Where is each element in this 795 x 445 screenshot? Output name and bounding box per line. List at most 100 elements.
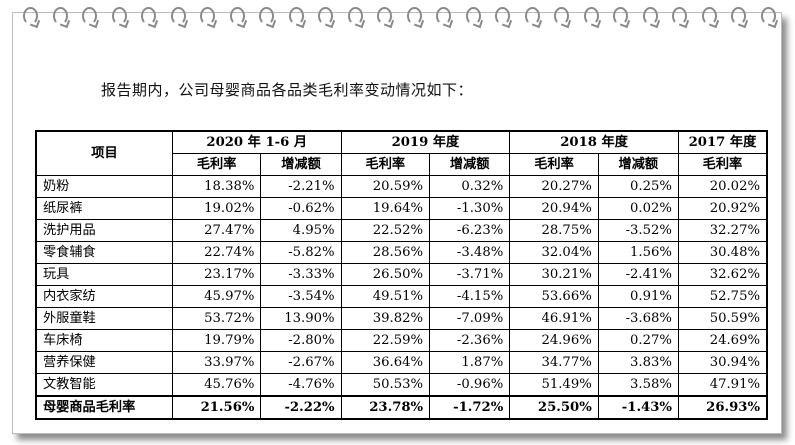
value-cell: 0.25% — [597, 175, 679, 198]
value-cell: 30.21% — [509, 263, 599, 286]
value-cell: 26.93% — [677, 395, 768, 420]
metric-header-row: 毛利率 增减额 毛利率 增减额 毛利率 增减额 毛利率 — [36, 153, 768, 176]
table-row: 纸尿裤 19.02% -0.62% 19.64% -1.30% 20.94% 0.02% 20… — [35, 197, 768, 220]
value-cell: 53.66% — [509, 285, 599, 308]
value-cell: 18.38% — [171, 175, 262, 198]
binding-ring — [760, 7, 776, 25]
item-header: 项目 — [35, 130, 173, 176]
row-label: 车床椅 — [35, 329, 173, 352]
metric-header: 毛利率 — [509, 153, 599, 176]
period-header: 2018 年度 — [509, 130, 679, 154]
table-row: 文教智能 45.76% -4.76% 50.53% -0.96% 51.49% 3.58% 4… — [35, 373, 768, 397]
value-cell: -1.43% — [597, 395, 679, 420]
gross-margin-table: 项目 2020 年 1-6 月 2019 年度 2018 年度 2017 年度 … — [35, 130, 768, 420]
value-cell: 24.69% — [677, 329, 768, 352]
value-cell: -0.62% — [260, 197, 342, 220]
value-cell: -1.72% — [429, 395, 511, 420]
binding-ring — [141, 7, 156, 25]
row-label: 文教智能 — [35, 373, 173, 397]
binding-ring — [672, 7, 687, 25]
value-cell: -4.76% — [260, 373, 342, 397]
period-header: 2020 年 1-6 月 — [171, 130, 342, 154]
binding-ring — [731, 7, 746, 25]
value-cell: 50.53% — [340, 373, 431, 397]
value-cell: 0.91% — [597, 285, 679, 308]
intro-text: 报告期内，公司母婴商品各品类毛利率变动情况如下： — [101, 81, 474, 99]
value-cell: 30.94% — [677, 351, 768, 374]
value-cell: 22.52% — [340, 219, 431, 242]
value-cell: -2.36% — [429, 329, 511, 352]
table-row: 内衣家纺 45.97% -3.54% 49.51% -4.15% 53.66% 0.91% 5… — [35, 285, 768, 308]
binding-ring — [170, 7, 186, 25]
metric-header: 增减额 — [429, 153, 511, 176]
value-cell: 19.64% — [340, 197, 431, 220]
value-cell: 52.75% — [677, 285, 768, 308]
binding-ring — [583, 7, 599, 25]
binding-ring — [259, 7, 274, 25]
metric-header: 增减额 — [597, 153, 679, 176]
value-cell: 45.97% — [171, 285, 262, 308]
value-cell: -2.21% — [260, 175, 342, 198]
value-cell: -2.41% — [597, 263, 679, 286]
value-cell: 4.95% — [260, 219, 342, 242]
value-cell: 20.92% — [677, 197, 768, 220]
value-cell: 1.87% — [429, 351, 511, 374]
row-label: 零食辅食 — [35, 241, 173, 264]
value-cell: 19.79% — [171, 329, 262, 352]
value-cell: 30.48% — [677, 241, 768, 264]
value-cell: 50.59% — [677, 307, 768, 330]
binding-ring — [524, 7, 540, 25]
value-cell: 13.90% — [260, 307, 342, 330]
value-cell: 0.32% — [429, 175, 511, 198]
value-cell: 20.94% — [509, 197, 599, 220]
value-cell: 33.97% — [171, 351, 262, 374]
binding-ring — [554, 7, 569, 25]
row-label: 营养保健 — [35, 351, 173, 374]
value-cell: 46.91% — [509, 307, 599, 330]
value-cell: 32.62% — [677, 263, 768, 286]
binding-ring — [318, 7, 333, 25]
value-cell: 20.02% — [677, 175, 768, 198]
binding-ring — [436, 7, 451, 25]
period-header-row: 项目 2020 年 1-6 月 2019 年度 2018 年度 2017 年度 — [35, 130, 768, 176]
document-page: 报告期内，公司母婴商品各品类毛利率变动情况如下： 项目 2020 年 1-6 月… — [12, 7, 782, 434]
binding-ring — [613, 7, 628, 25]
value-cell: 1.56% — [597, 241, 679, 264]
value-cell: -1.30% — [429, 197, 511, 220]
row-label: 洗护用品 — [35, 219, 173, 242]
binding-ring — [229, 7, 245, 25]
row-label: 奶粉 — [35, 175, 173, 198]
table-row: 奶粉 18.38% -2.21% 20.59% 0.32% 20.27% 0.25% 20.0… — [35, 175, 768, 198]
value-cell: -2.67% — [260, 351, 342, 374]
metric-header: 增减额 — [260, 153, 342, 176]
row-label: 内衣家纺 — [35, 285, 173, 308]
table-row: 营养保健 33.97% -2.67% 36.64% 1.87% 34.77% 3.83% 30… — [35, 351, 768, 374]
row-label: 外服童鞋 — [35, 307, 173, 330]
value-cell: 32.27% — [677, 219, 768, 242]
binding-ring — [288, 7, 304, 25]
metric-header: 毛利率 — [340, 153, 431, 176]
table-row: 外服童鞋 53.72% 13.90% 39.82% -7.09% 46.91% -3.68%… — [35, 307, 768, 330]
value-cell: -3.54% — [260, 285, 342, 308]
row-label: 玩具 — [35, 263, 173, 286]
value-cell: -2.80% — [260, 329, 342, 352]
value-cell: 25.50% — [509, 395, 599, 420]
binding-ring — [465, 7, 481, 25]
period-header: 2017 年度 — [677, 130, 768, 154]
value-cell: 27.47% — [171, 219, 262, 242]
value-cell: 3.58% — [597, 373, 679, 397]
value-cell: 32.04% — [509, 241, 599, 264]
value-cell: 49.51% — [340, 285, 431, 308]
value-cell: 53.72% — [171, 307, 262, 330]
value-cell: -6.23% — [429, 219, 511, 242]
value-cell: -3.52% — [597, 219, 679, 242]
table-row: 洗护用品 27.47% 4.95% 22.52% -6.23% 28.75% -3.52% 3… — [35, 219, 768, 242]
value-cell: 20.27% — [509, 175, 599, 198]
value-cell: -3.33% — [260, 263, 342, 286]
value-cell: 19.02% — [171, 197, 262, 220]
row-label: 纸尿裤 — [35, 197, 173, 220]
value-cell: -5.82% — [260, 241, 342, 264]
value-cell: -0.96% — [429, 373, 511, 397]
value-cell: 0.27% — [597, 329, 679, 352]
value-cell: -7.09% — [429, 307, 511, 330]
